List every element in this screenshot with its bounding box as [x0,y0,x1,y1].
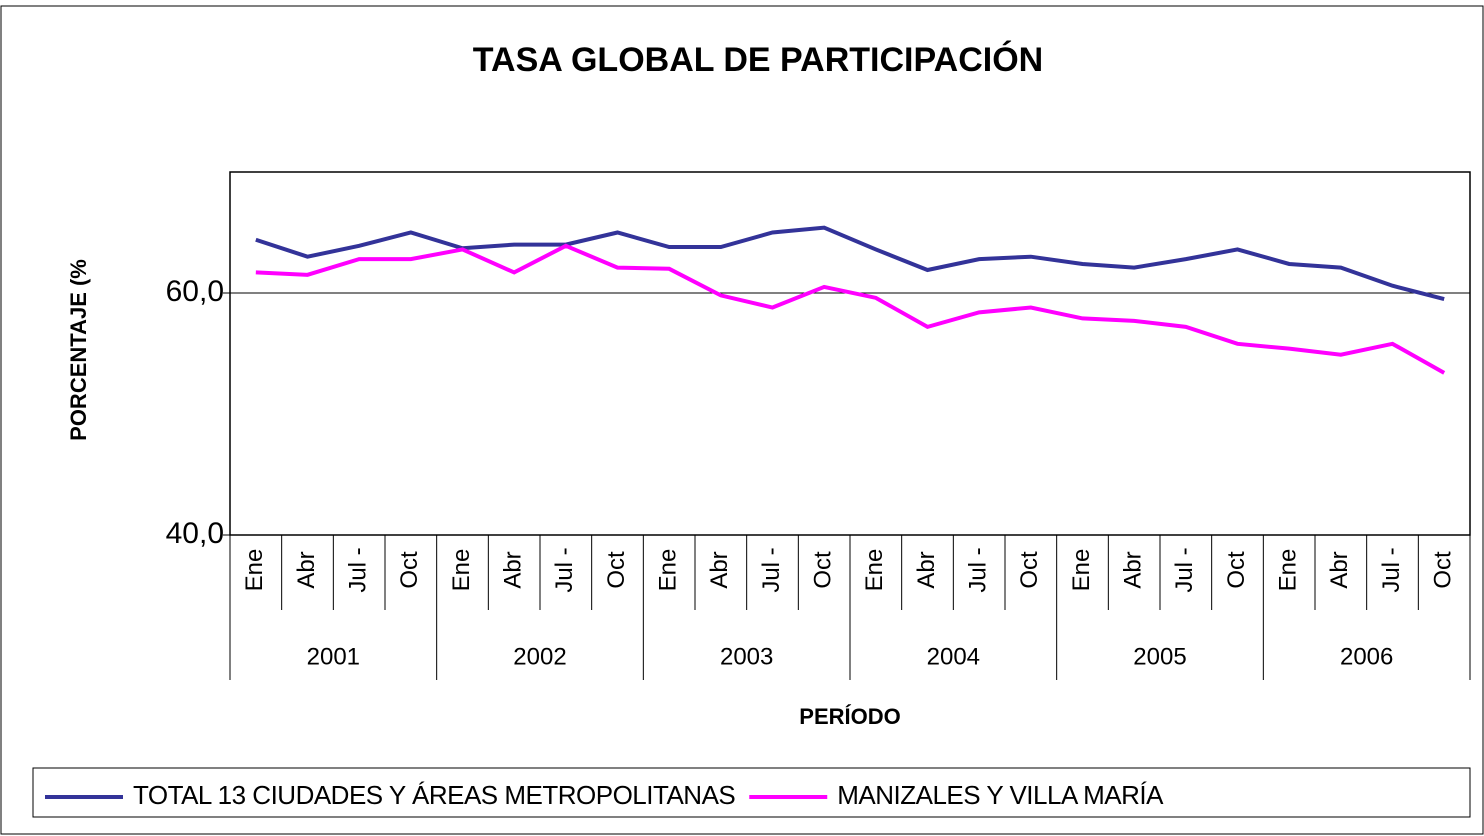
x-tick-label: Jul - [965,547,992,592]
x-tick-label: Oct [396,551,423,589]
group-label: 2001 [307,643,360,670]
x-tick-label: Oct [810,551,837,589]
x-tick-label: Ene [1275,549,1302,592]
y-tick-label: 60,0 [166,275,224,308]
x-tick-label: Ene [1068,549,1095,592]
x-axis-label: PERÍODO [799,704,900,729]
x-tick-label: Jul - [551,547,578,592]
chart-frame [0,5,1484,835]
x-tick-label: Ene [861,549,888,592]
x-tick-label: Oct [1016,551,1043,589]
x-tick-label: Oct [603,551,630,589]
legend-label: MANIZALES Y VILLA MARÍA [837,780,1164,810]
legend-label: TOTAL 13 CIUDADES Y ÁREAS METROPOLITANAS [133,780,735,810]
group-label: 2002 [513,643,566,670]
group-label: 2004 [927,643,980,670]
group-label: 2006 [1340,643,1393,670]
x-tick-label: Jul - [758,547,785,592]
legend [32,767,1471,818]
chart-title: TASA GLOBAL DE PARTICIPACIÓN [473,41,1043,79]
y-axis-label: PORCENTAJE (% [66,259,91,441]
series-line [255,243,1446,375]
x-tick-label: Ene [241,549,268,592]
x-tick-label: Abr [913,551,940,588]
x-tick-label: Oct [1223,551,1250,589]
x-tick-label: Ene [448,549,475,592]
series-line [255,225,1445,301]
x-tick-label: Abr [293,551,320,588]
group-label: 2003 [720,643,773,670]
x-tick-label: Abr [1120,551,1147,588]
x-tick-label: Abr [1326,551,1353,588]
x-tick-label: Jul - [345,547,372,592]
x-tick-label: Jul - [1171,547,1198,592]
x-tick-label: Abr [706,551,733,588]
x-tick-label: Jul - [1378,547,1405,592]
x-tick-label: Abr [500,551,527,588]
y-tick-label: 40,0 [166,517,224,550]
x-tick-label: Oct [1430,551,1457,589]
x-tick-label: Ene [655,549,682,592]
group-label: 2005 [1133,643,1186,670]
